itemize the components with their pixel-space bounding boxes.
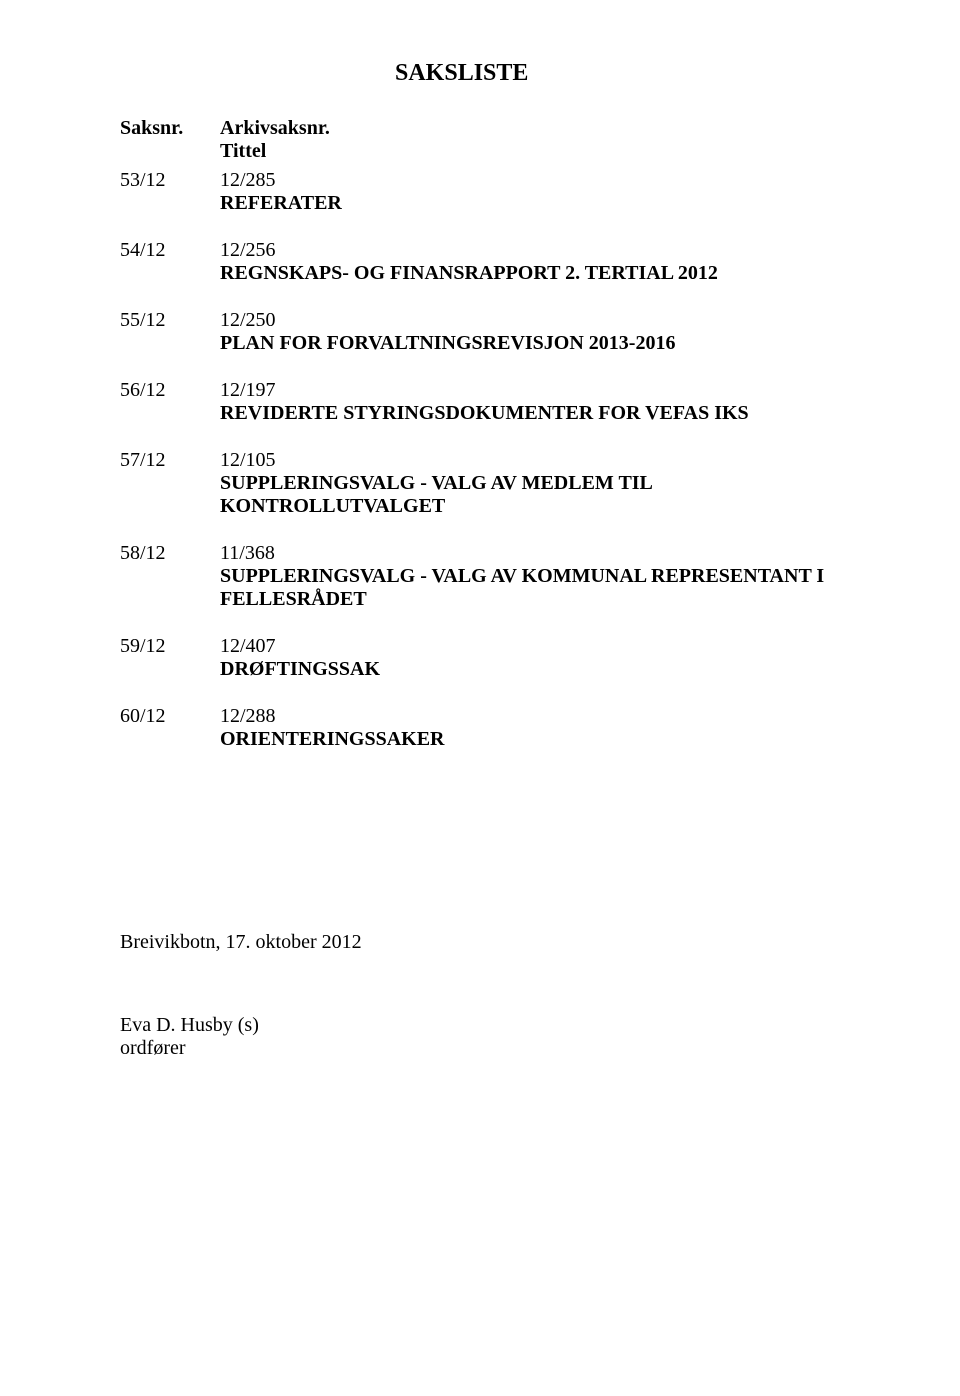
arkivsaksnr-value: 12/256 [220,239,840,262]
list-item: 57/12 12/105 SUPPLERINGSVALG - VALG AV M… [120,449,840,518]
arkivsaksnr-value: 12/407 [220,635,840,658]
arkivsaksnr-value: 12/288 [220,705,840,728]
item-content: 12/285 REFERATER [220,117,840,215]
list-item: 54/12 12/256 REGNSKAPS- OG FINANSRAPPORT… [120,239,840,285]
tittel-value: PLAN FOR FORVALTNINGSREVISJON 2013-2016 [220,332,840,355]
footer-date-place: Breivikbotn, 17. oktober 2012 [120,931,840,954]
saksnr-value: 54/12 [120,239,220,262]
tittel-value: SUPPLERINGSVALG - VALG AV MEDLEM TIL KON… [220,472,840,518]
saksnr-value: 60/12 [120,705,220,728]
footer-name: Eva D. Husby (s) [120,1014,840,1037]
arkivsaksnr-value: 12/197 [220,379,840,402]
saksnr-text: 53/12 [120,169,166,191]
list-item: 56/12 12/197 REVIDERTE STYRINGSDOKUMENTE… [120,379,840,425]
arkivsaksnr-value: 12/105 [220,449,840,472]
document-page: SAKSLISTE Saksnr. Arkivsaksnr. Tittel 53… [0,0,960,1120]
saksnr-value: 57/12 [120,449,220,472]
title-spacer [120,60,395,87]
footer-role: ordfører [120,1037,840,1060]
list-item: 58/12 11/368 SUPPLERINGSVALG - VALG AV K… [120,542,840,611]
saksnr-value: 59/12 [120,635,220,658]
title-row: SAKSLISTE [120,60,840,87]
item-content: 12/105 SUPPLERINGSVALG - VALG AV MEDLEM … [220,449,840,518]
arkivsaksnr-value: 12/250 [220,309,840,332]
list-item: 60/12 12/288 ORIENTERINGSSAKER [120,705,840,751]
tittel-value: REFERATER [220,192,840,215]
item-content: 11/368 SUPPLERINGSVALG - VALG AV KOMMUNA… [220,542,840,611]
item-content: 12/197 REVIDERTE STYRINGSDOKUMENTER FOR … [220,379,840,425]
tittel-value: REVIDERTE STYRINGSDOKUMENTER FOR VEFAS I… [220,402,840,425]
item-content: 12/256 REGNSKAPS- OG FINANSRAPPORT 2. TE… [220,239,840,285]
saksnr-value: 53/12 [120,117,220,192]
tittel-value: DRØFTINGSSAK [220,658,840,681]
arkivsaksnr-value: 11/368 [220,542,840,565]
saksnr-value: 56/12 [120,379,220,402]
tittel-value: ORIENTERINGSSAKER [220,728,840,751]
tittel-value: REGNSKAPS- OG FINANSRAPPORT 2. TERTIAL 2… [220,262,840,285]
saksnr-value: 55/12 [120,309,220,332]
arkivsaksnr-value: 12/285 [220,169,840,192]
tittel-value: SUPPLERINGSVALG - VALG AV KOMMUNAL REPRE… [220,565,840,611]
item-content: 12/288 ORIENTERINGSSAKER [220,705,840,751]
saksnr-value: 58/12 [120,542,220,565]
list-item: 53/12 12/285 REFERATER [120,117,840,215]
page-title: SAKSLISTE [395,60,528,87]
item-content: 12/407 DRØFTINGSSAK [220,635,840,681]
item-content: 12/250 PLAN FOR FORVALTNINGSREVISJON 201… [220,309,840,355]
list-item: 55/12 12/250 PLAN FOR FORVALTNINGSREVISJ… [120,309,840,355]
list-item: 59/12 12/407 DRØFTINGSSAK [120,635,840,681]
